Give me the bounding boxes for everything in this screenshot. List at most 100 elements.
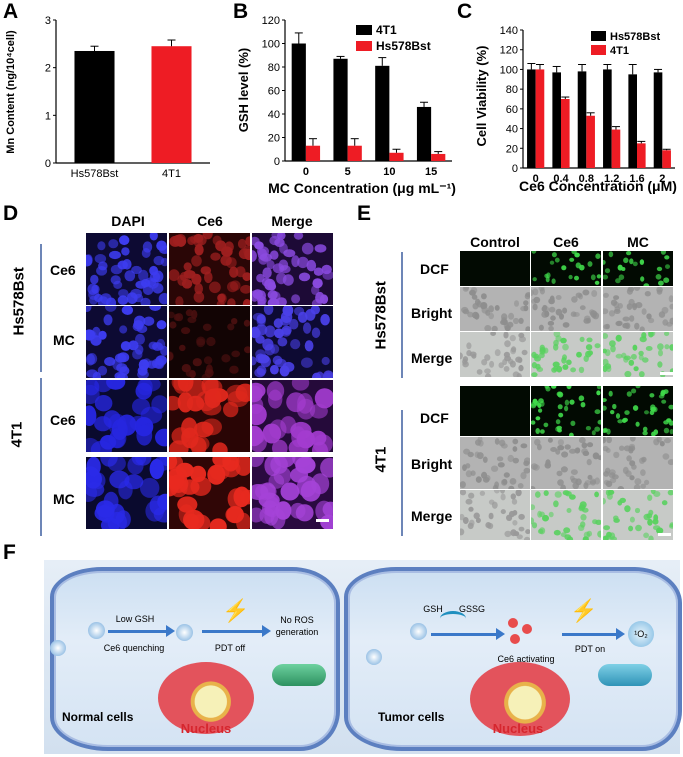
panel-d-col-merge: Merge: [271, 213, 313, 229]
bar: [389, 152, 404, 161]
microscopy-image: [603, 490, 673, 540]
bar: [416, 106, 432, 161]
singlet-oxygen-icon: [628, 621, 654, 647]
mitochondria-icon: [598, 664, 652, 686]
microscopy-image: [603, 287, 673, 331]
x-axis-label: Ce6 Concentration (μM): [519, 178, 677, 194]
ce6-molecule-icon: [522, 624, 532, 634]
y-tick-label: 60: [506, 104, 518, 116]
bar: [552, 72, 561, 168]
microscopy-image: [531, 437, 601, 489]
bar: [431, 153, 446, 161]
singlet-oxygen-label: ¹O₂: [634, 629, 648, 639]
bar: [611, 129, 621, 168]
nanoparticle-icon: [410, 623, 427, 640]
arrowhead-icon: [616, 628, 625, 640]
x-tick-label: 5: [345, 166, 351, 178]
panel-e-row-dcf: DCF: [420, 410, 449, 426]
fluorescence-image: [86, 457, 167, 529]
microscopy-image: [460, 251, 530, 286]
y-tick-label: 20: [268, 133, 280, 145]
arrowhead-icon: [496, 628, 505, 640]
fluorescence-image: [252, 306, 333, 378]
bar: [151, 46, 192, 163]
fluorescence-image: [86, 306, 167, 378]
microscopy-image: [460, 332, 530, 377]
nanoparticle-icon: [366, 649, 382, 665]
pdt-off-label: PDT off: [214, 643, 246, 653]
panel-e-row-merge: Merge: [411, 350, 453, 366]
y-axis-label: GSH level (%): [236, 48, 251, 133]
x-tick-label: 0.4: [553, 173, 569, 185]
fluorescence-image: [169, 233, 250, 305]
panel-e-row-merge: Merge: [411, 508, 453, 524]
y-tick-label: 80: [506, 84, 518, 96]
panel-d-bracket-4t1: [40, 378, 42, 536]
panel-e-bracket-hs578bst: [401, 252, 403, 378]
y-tick-label: 120: [262, 15, 280, 27]
mitochondria-icon: [272, 664, 326, 686]
bar: [527, 69, 536, 168]
panel-d-bracket-hs578bst: [40, 244, 42, 372]
lightning-icon: ⚡: [222, 598, 250, 623]
microscopy-image: [531, 287, 601, 331]
fluorescence-image: [169, 457, 250, 529]
legend-swatch: [356, 25, 372, 35]
microscopy-image: [460, 437, 530, 489]
legend-swatch: [356, 41, 372, 51]
arrowhead-icon: [262, 625, 271, 637]
y-tick-label: 2: [45, 63, 51, 75]
fluorescence-image: [252, 380, 333, 452]
legend-swatch: [591, 31, 606, 41]
panel-e-row-bright: Bright: [411, 305, 453, 321]
chart-b: 0 20 40 60 80 100 120 0 5 10 15 MC Concentration (μ…: [236, 15, 456, 196]
nucleus-icon: [158, 662, 254, 734]
panel-label-a: A: [3, 0, 19, 23]
panel-d-row-ce6: Ce6: [50, 262, 76, 278]
generation-label: generation: [275, 627, 319, 637]
bar: [603, 69, 612, 168]
nanoparticle-icon: [88, 622, 105, 639]
chart-a: 0 1 2 3 Hs578Bst 4T1 Mn Content (ng/10⁴cell): [5, 15, 210, 180]
fluorescence-image: [169, 380, 250, 452]
panel-d-group-hs578bst: Hs578Bst: [10, 267, 28, 336]
bar: [347, 145, 362, 161]
scale-bar: [660, 372, 673, 375]
arrowhead-icon: [166, 625, 175, 637]
legend-label: 4T1: [610, 45, 629, 57]
nucleus-icon: [470, 662, 570, 736]
y-tick-label: 0: [274, 156, 280, 168]
fluorescence-image: [86, 380, 167, 452]
x-tick-label: 0: [533, 173, 539, 185]
panel-label-b: B: [233, 0, 249, 23]
panel-label-e: E: [357, 202, 372, 225]
bar: [561, 99, 570, 168]
y-tick-label: 3: [45, 15, 51, 27]
microscopy-image: [531, 251, 601, 286]
bar: [577, 71, 587, 168]
legend-swatch: [591, 45, 606, 55]
bar: [586, 115, 595, 168]
nucleus-label: Nucleus: [492, 721, 544, 736]
panel-e-row-dcf: DCF: [420, 261, 449, 277]
x-tick-label: 1.6: [629, 173, 644, 185]
bar: [653, 72, 663, 168]
panel-e-bracket-4t1: [401, 410, 403, 536]
x-tick-label: 0: [303, 166, 309, 178]
x-tick-label: 4T1: [162, 168, 181, 180]
y-tick-label: 100: [262, 39, 280, 51]
y-tick-label: 0: [45, 158, 51, 170]
microscopy-image: [460, 386, 530, 436]
panel-e-col-mc: MC: [627, 234, 649, 250]
panel-d-col-ce6: Ce6: [197, 213, 223, 229]
microscopy-image: [603, 251, 673, 286]
fluorescence-image: [169, 306, 250, 378]
ce6-quenching-label: Ce6 quenching: [103, 643, 165, 653]
panel-d-col-dapi: DAPI: [111, 213, 145, 229]
y-tick-label: 100: [500, 64, 518, 76]
curved-arrow-icon: [440, 611, 466, 626]
bar: [291, 43, 306, 161]
fluorescence-image: [86, 233, 167, 305]
microscopy-image: [603, 332, 673, 377]
